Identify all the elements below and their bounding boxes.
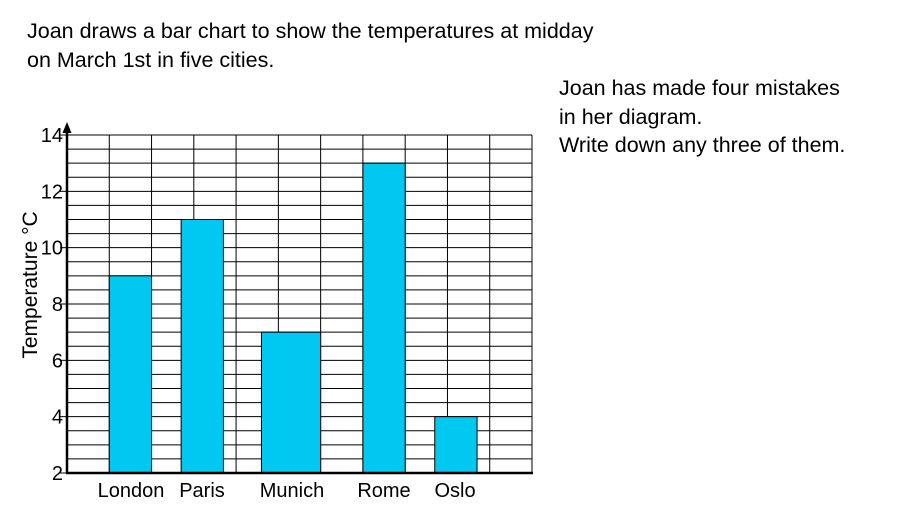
question-line-2: in her diagram. [559,104,703,129]
question-line-3: Write down any three of them. [559,133,846,157]
intro-line-1: Joan draws a bar chart to show the tempe… [27,19,594,43]
x-tick-label: Paris [179,480,225,502]
bar [434,416,478,474]
intro-line-2: on March 1st in five cities. [27,48,275,72]
y-axis-arrow-icon [62,122,72,133]
x-tick-label: London [98,480,165,502]
y-tick-label: 4 [52,407,63,429]
question-line-1: Joan has made four mistakes [559,76,840,100]
chart-bars [108,162,478,474]
y-tick-label: 12 [41,181,63,203]
y-tick-label: 14 [41,125,63,147]
bar [180,219,224,474]
x-tick-label: Rome [357,480,410,502]
x-tick-label: Oslo [434,480,475,502]
bar [362,162,406,474]
y-tick-label: 2 [52,463,63,485]
bar [108,275,153,474]
intro-text: Joan draws a bar chart to show the tempe… [27,17,593,75]
y-tick-label: 8 [52,294,63,316]
bar [260,331,322,474]
y-tick-label: 10 [41,238,63,260]
question-text: Joan has made four mistakes in her diagr… [559,74,845,160]
y-axis-label: Temperature °C [19,211,42,358]
y-tick-label: 6 [52,350,63,372]
chart-axes [62,122,533,475]
chart-labels: 2 4 6 8 10 12 14 London Paris Munich Rome Oslo Tempe… [19,125,476,502]
x-tick-label: Munich [260,480,324,502]
